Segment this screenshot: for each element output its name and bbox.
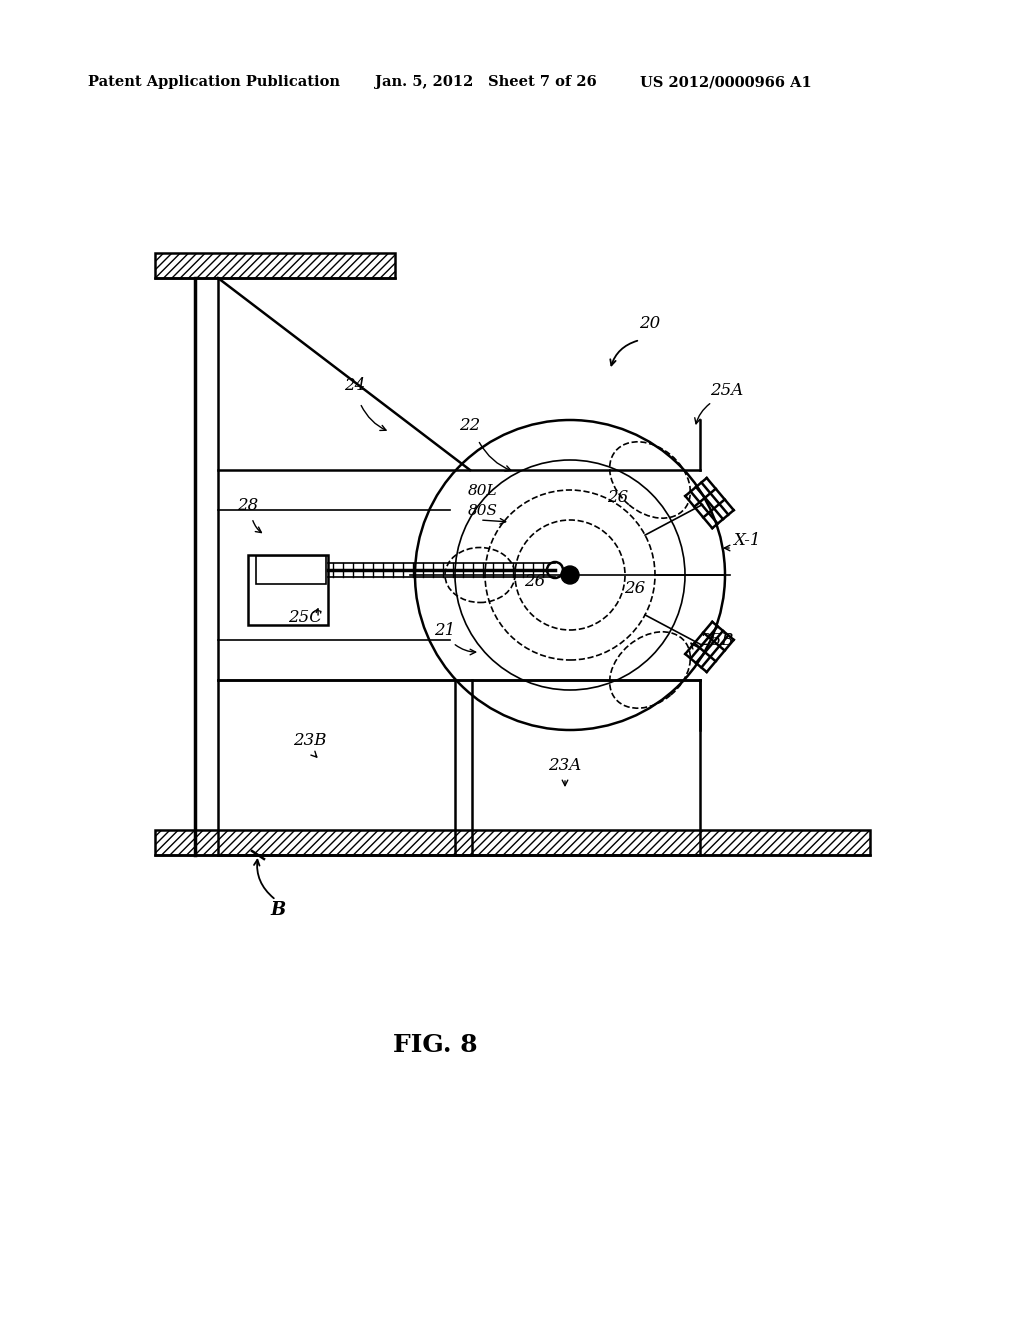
Text: 21: 21 (434, 622, 456, 639)
Text: 26: 26 (625, 579, 645, 597)
Text: 23B: 23B (293, 733, 327, 748)
Text: 80L: 80L (468, 484, 498, 498)
Text: 28: 28 (238, 498, 259, 513)
Bar (256, 556, 326, 583)
Text: Sheet 7 of 26: Sheet 7 of 26 (488, 75, 597, 88)
Text: US 2012/0000966 A1: US 2012/0000966 A1 (640, 75, 812, 88)
Text: Patent Application Publication: Patent Application Publication (88, 75, 340, 88)
Text: 25B: 25B (700, 632, 733, 649)
Text: 26: 26 (524, 573, 546, 590)
Text: 80S: 80S (468, 504, 498, 517)
Text: B: B (270, 902, 286, 919)
Text: FIG. 8: FIG. 8 (392, 1034, 477, 1057)
Bar (155, 830, 870, 855)
Text: 26: 26 (607, 488, 629, 506)
Text: 22: 22 (460, 417, 480, 434)
Circle shape (561, 566, 579, 583)
Text: 25C: 25C (288, 609, 322, 626)
Text: 25A: 25A (710, 381, 743, 399)
Bar (248, 554, 328, 624)
Text: Jan. 5, 2012: Jan. 5, 2012 (375, 75, 473, 88)
Text: X-1: X-1 (733, 532, 761, 549)
Text: 20: 20 (639, 315, 660, 333)
Bar (155, 253, 395, 279)
Text: 24: 24 (344, 378, 366, 393)
Text: 23A: 23A (549, 756, 582, 774)
